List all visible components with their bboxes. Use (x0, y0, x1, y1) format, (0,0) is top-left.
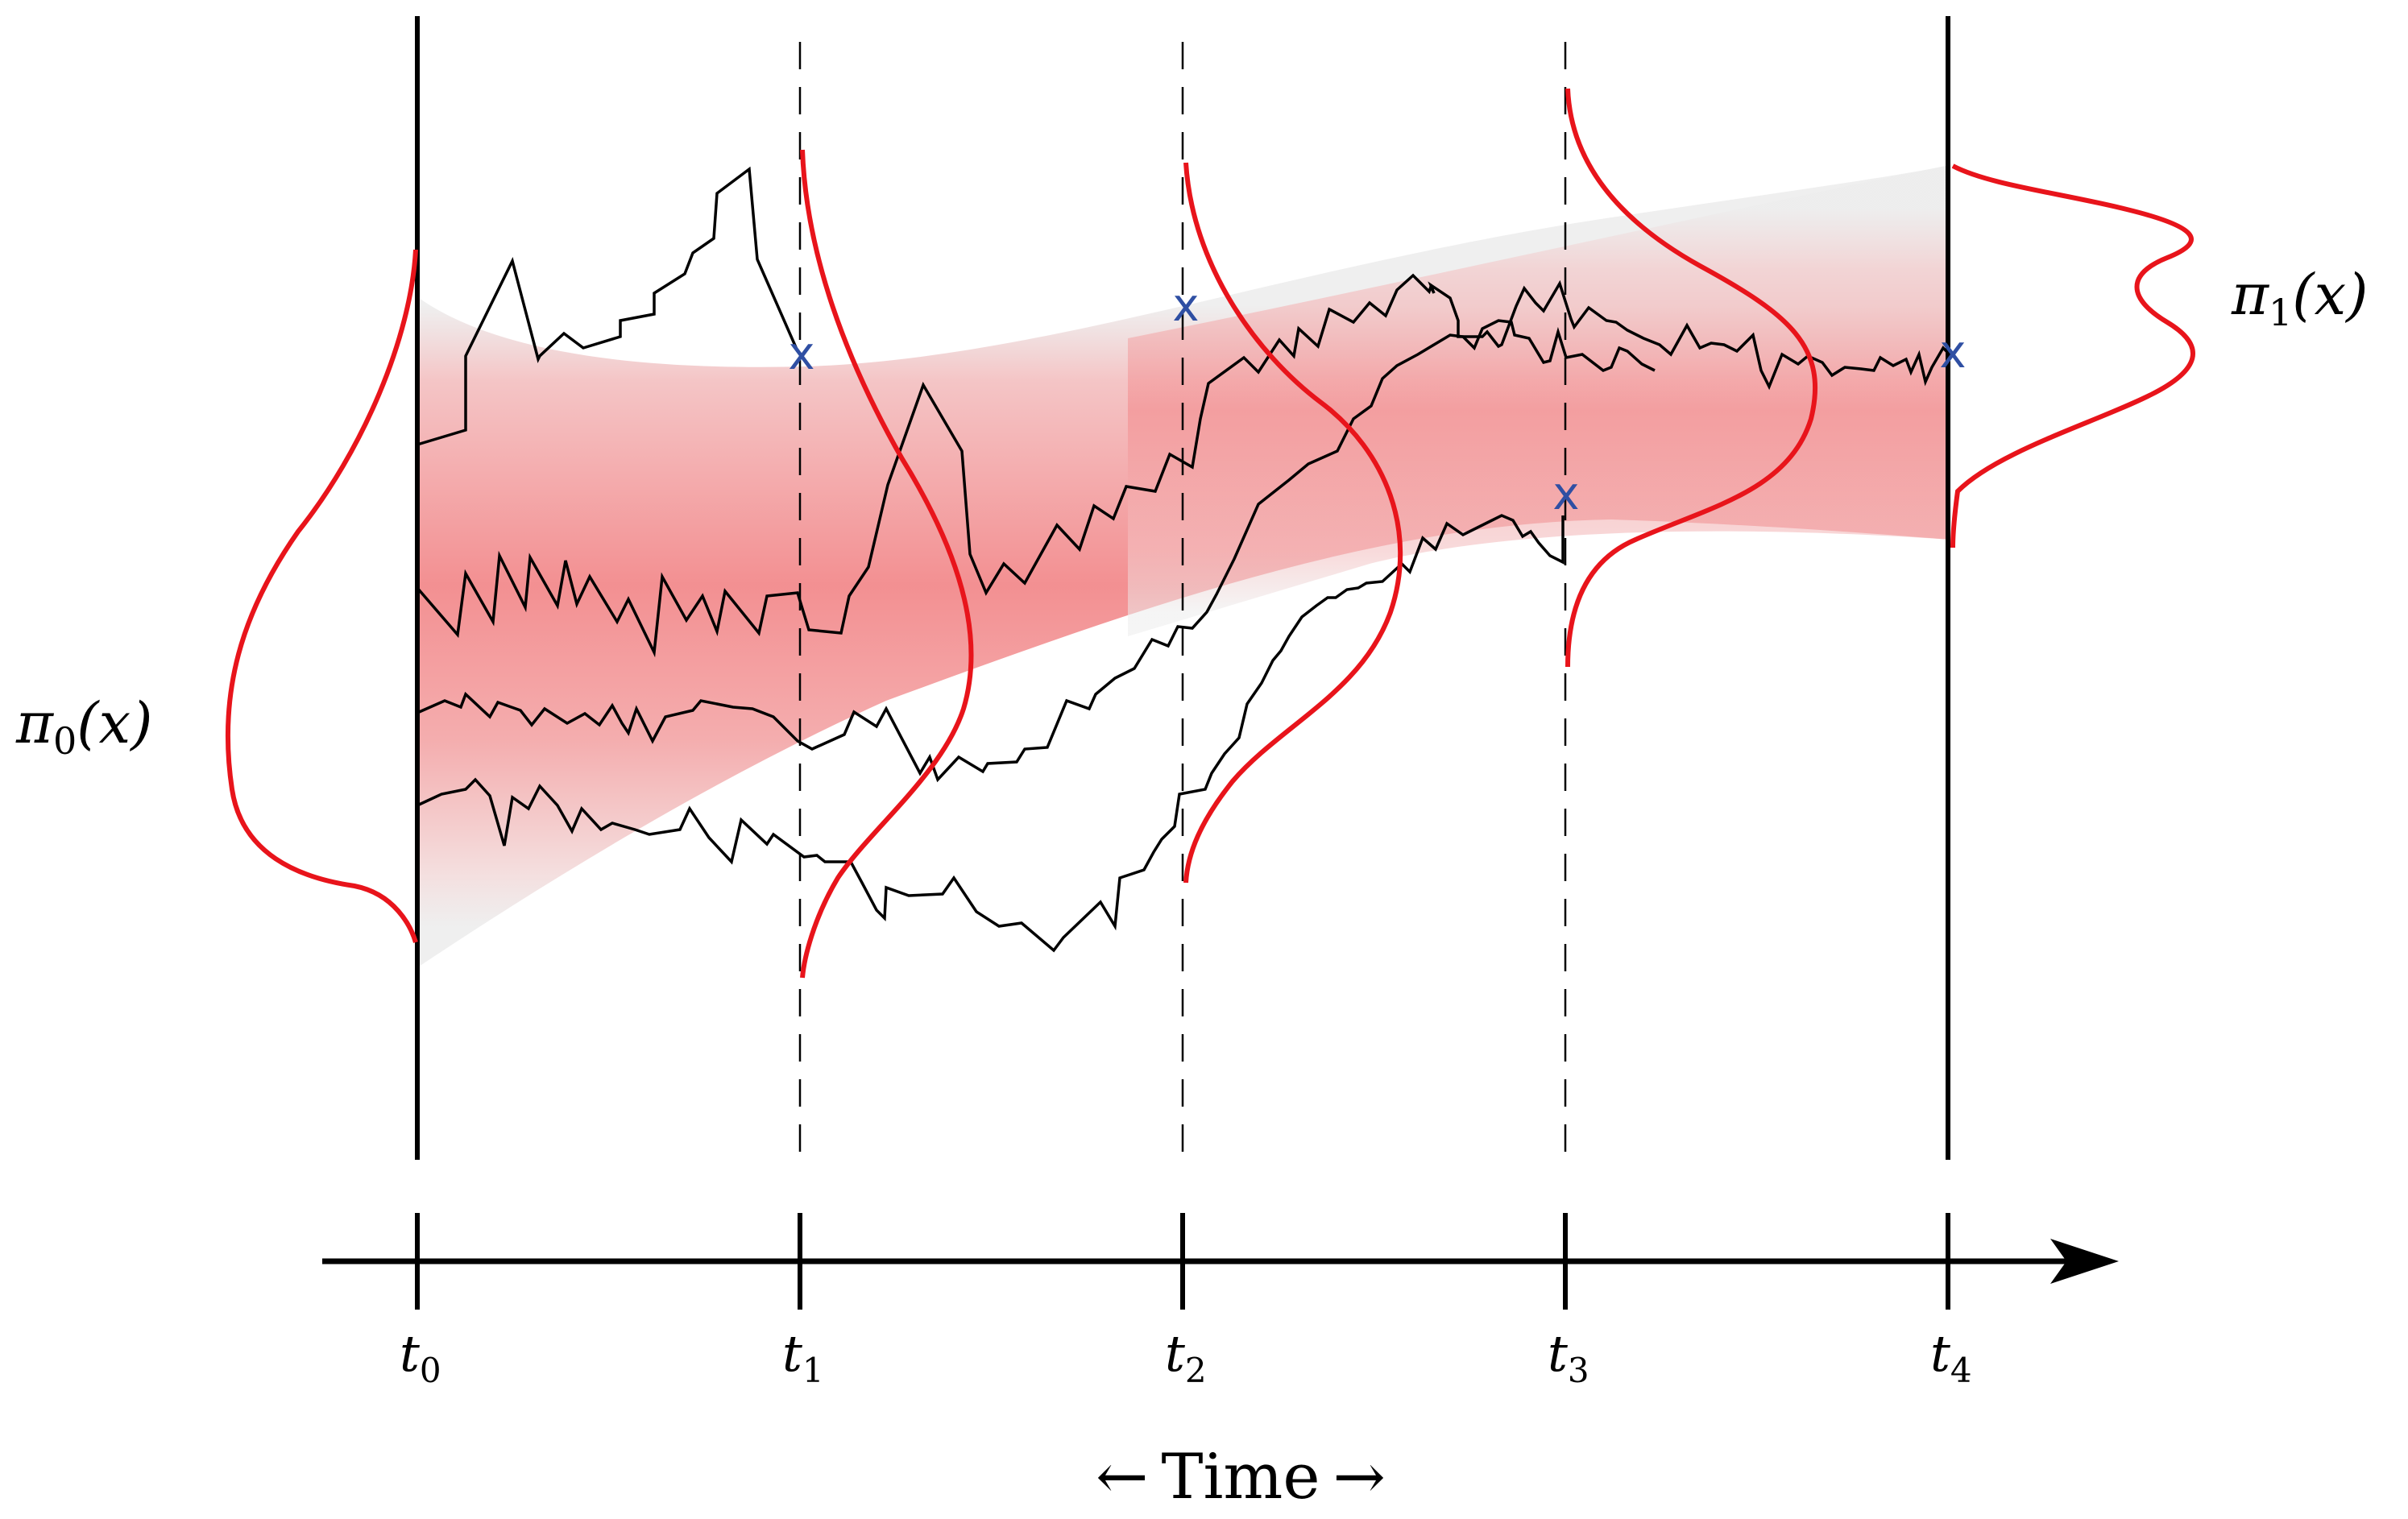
resample-marker: x (1939, 326, 1966, 379)
target-distribution-symbol: π (2231, 262, 2270, 328)
density-band-upper (1128, 165, 1950, 636)
tick-subscript: 4 (1950, 1351, 1972, 1390)
target-distribution-label: π1(x) (2231, 262, 2368, 334)
tick-subscript: 2 (1185, 1351, 1207, 1390)
time-label: Time (1161, 1441, 1320, 1513)
time-axis-arrowhead (2050, 1239, 2119, 1284)
tick-subscript: 3 (1568, 1351, 1589, 1390)
time-axis-label: ← Time → (1096, 1441, 1386, 1513)
resample-markers: x x x x (788, 279, 1966, 520)
right-arrow: → (1333, 1441, 1386, 1513)
initial-distribution-subscript: 0 (53, 719, 77, 763)
tick-symbol: t (1548, 1324, 1568, 1383)
tick-symbol: t (400, 1324, 420, 1383)
tick-symbol: t (782, 1324, 802, 1383)
tick-label-4: t4 (1930, 1324, 1972, 1390)
trajectory-path (417, 166, 799, 446)
time-axis (322, 1213, 2119, 1310)
tick-label-1: t1 (782, 1324, 824, 1390)
resample-marker: x (788, 328, 814, 380)
axis-ticks (415, 1213, 1950, 1310)
resample-marker: x (1552, 468, 1579, 520)
tick-subscript: 1 (802, 1351, 824, 1390)
initial-density-curve (225, 249, 418, 943)
density-curve-t2 (1183, 162, 1403, 884)
density-curves (225, 88, 2195, 979)
trajectories (416, 166, 1950, 953)
target-distribution-subscript: 1 (2269, 291, 2292, 334)
tick-label-2: t2 (1165, 1324, 1207, 1390)
trajectory-path (417, 514, 1565, 953)
tick-label-0: t0 (400, 1324, 441, 1390)
target-distribution-argument: (x) (2292, 262, 2368, 328)
density-curve-t1 (800, 149, 974, 979)
initial-distribution-symbol: π (15, 690, 55, 756)
trajectory-path (417, 319, 1656, 783)
initial-distribution-argument: (x) (77, 690, 152, 756)
tick-subscript: 0 (420, 1351, 441, 1390)
target-density-curve (1950, 163, 2195, 548)
trajectory-path (416, 273, 1950, 658)
tick-symbol: t (1930, 1324, 1950, 1383)
resample-marker: x (1172, 279, 1199, 332)
tick-symbol: t (1165, 1324, 1185, 1383)
left-arrow: ← (1096, 1441, 1148, 1513)
density-curve-t3 (1565, 88, 1817, 668)
tick-label-3: t3 (1548, 1324, 1589, 1390)
initial-distribution-label: π0(x) (15, 690, 152, 763)
